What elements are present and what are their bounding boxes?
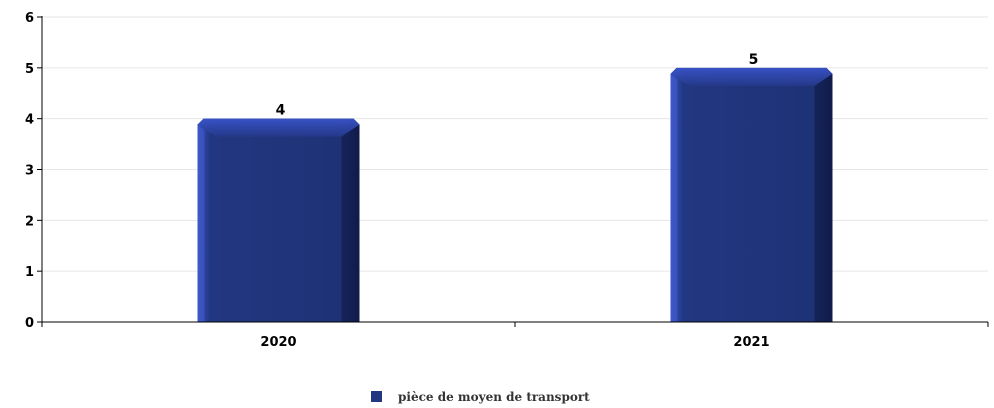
- y-tick-label: 3: [25, 164, 34, 179]
- bar-top-bevel: [670, 67, 833, 86]
- bar: [197, 118, 360, 323]
- bar-2020: [197, 118, 360, 323]
- bar-2021: [670, 67, 833, 322]
- labels: 0 1 2 3 4 5 6 4 2020 5 2021: [25, 11, 770, 350]
- bar: [670, 67, 833, 322]
- axes: [37, 16, 989, 327]
- x-tick-label: 2020: [260, 335, 296, 350]
- legend: pièce de moyen de transport: [371, 390, 590, 404]
- legend-label: pièce de moyen de transport: [398, 390, 590, 404]
- bars: [197, 67, 833, 323]
- gridlines: [42, 16, 988, 272]
- bar-left-highlight: [670, 73, 678, 322]
- bar-right-bevel: [341, 124, 360, 323]
- legend-swatch: [371, 391, 382, 402]
- bar-left-highlight: [197, 124, 205, 323]
- y-tick-label: 0: [25, 316, 34, 331]
- y-tick-label: 2: [25, 214, 34, 229]
- y-tick-label: 6: [25, 11, 34, 26]
- bar-top-bevel: [197, 118, 360, 137]
- x-tick-label: 2021: [733, 335, 769, 350]
- y-tick-label: 1: [25, 265, 34, 280]
- data-label: 5: [749, 52, 759, 68]
- bar-right-bevel: [814, 73, 833, 322]
- y-tick-label: 4: [25, 113, 34, 128]
- data-label: 4: [276, 103, 286, 119]
- y-tick-label: 5: [25, 62, 34, 77]
